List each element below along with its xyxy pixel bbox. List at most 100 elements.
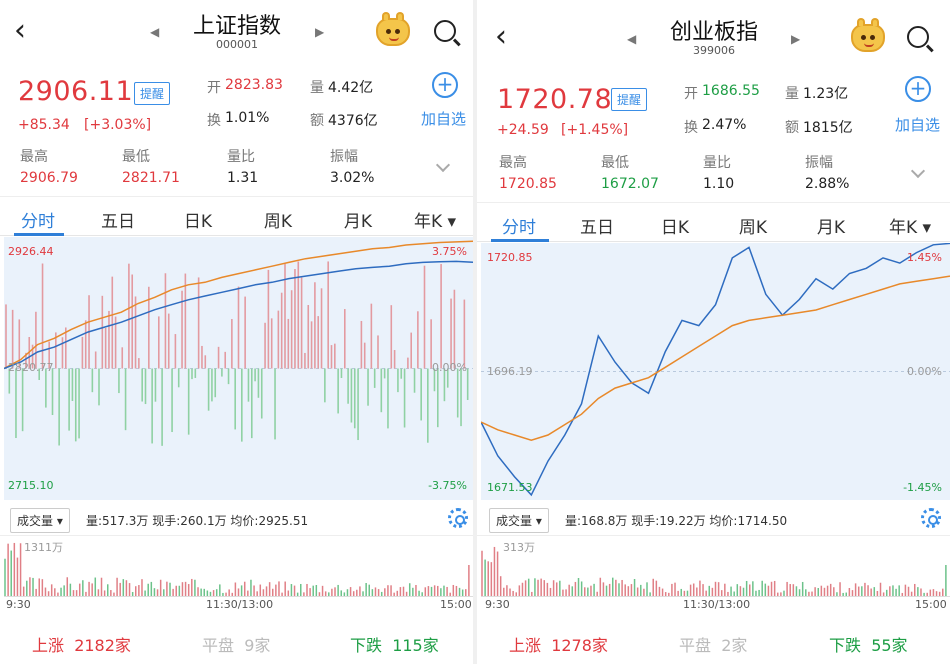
volume-label: 量: [785, 86, 799, 102]
current-price: 1720.78: [497, 84, 613, 115]
chart-mid-price: 1696.19: [487, 365, 533, 378]
volume-info: 量:168.8万 现手:19.22万 均价:1714.50: [565, 514, 788, 528]
next-stock-icon[interactable]: ▶: [791, 32, 801, 46]
chevron-down-icon[interactable]: [435, 157, 451, 173]
current-price: 2906.11: [18, 76, 134, 107]
time-end: 15:00: [440, 598, 472, 611]
stock-code: 399006: [693, 44, 735, 57]
open-label: 开: [207, 80, 221, 96]
tab-minute[interactable]: 分时: [502, 218, 536, 238]
turnover-label: 换: [684, 120, 698, 136]
chart-top-price: 2926.44: [8, 245, 54, 258]
change-value: +24.59: [497, 122, 549, 138]
tab-minute[interactable]: 分时: [21, 212, 55, 232]
time-end: 15:00: [915, 598, 947, 611]
time-start: 9:30: [485, 598, 510, 611]
mascot-icon[interactable]: [376, 12, 410, 46]
volume-max-label: 313万: [503, 541, 535, 554]
indicator-select[interactable]: 成交量 ▾: [10, 508, 70, 533]
ratio-label: 量比: [703, 155, 731, 171]
volume-toolbar: 成交量 ▾ 量:168.8万 现手:19.22万 均价:1714.50: [477, 502, 950, 536]
ratio-label: 量比: [227, 149, 255, 165]
ratio-value: 1.31: [227, 170, 259, 186]
chevron-down-icon[interactable]: [910, 163, 926, 179]
add-favorite-icon[interactable]: +: [905, 76, 931, 102]
tab-year-k[interactable]: 年K ▾: [888, 218, 932, 238]
indicator-select[interactable]: 成交量 ▾: [489, 508, 549, 533]
turnover-value: 1.01%: [225, 110, 270, 126]
intraday-chart[interactable]: 2926.44 2820.77 2715.10 3.75% 0.00% -3.7…: [3, 237, 473, 500]
search-icon[interactable]: [434, 20, 456, 42]
time-mid: 11:30/13:00: [683, 598, 751, 611]
volume-chart: 1311万: [4, 537, 473, 597]
panel-divider: [473, 0, 477, 664]
time-mid: 11:30/13:00: [206, 598, 274, 611]
intraday-chart-svg: [3, 240, 473, 446]
back-icon[interactable]: ‹: [495, 19, 507, 54]
stock-panel-right: ‹ ◀ 创业板指 399006 ▶ 1720.78 提醒 +24.59 [+1.…: [477, 0, 950, 664]
turnover-value: 2.47%: [702, 117, 747, 133]
volume-info: 量:517.3万 现手:260.1万 均价:2925.51: [86, 514, 309, 528]
tab-month-k[interactable]: 月K: [343, 212, 373, 232]
tab-five-day[interactable]: 五日: [580, 218, 614, 238]
chart-top-pct: 3.75%: [432, 245, 467, 258]
tab-year-k[interactable]: 年K ▾: [413, 212, 457, 232]
series-line-b: [3, 260, 473, 370]
intraday-chart[interactable]: 1720.85 1696.19 1671.53 1.45% 0.00% -1.4…: [480, 242, 950, 500]
amplitude-label: 振幅: [330, 149, 358, 165]
tab-active-indicator: [14, 233, 64, 236]
next-stock-icon[interactable]: ▶: [315, 25, 325, 39]
low-value: 1672.07: [601, 176, 659, 192]
add-favorite-button[interactable]: 加自选: [421, 110, 467, 128]
tab-week-k[interactable]: 周K: [738, 218, 768, 238]
high-value: 1720.85: [499, 176, 557, 192]
prev-stock-icon[interactable]: ◀: [627, 32, 637, 46]
add-favorite-button[interactable]: 加自选: [895, 116, 941, 134]
turnover-label: 换: [207, 113, 221, 129]
tab-five-day[interactable]: 五日: [101, 212, 135, 232]
flat-count: 平盘 2家: [679, 636, 748, 655]
stock-panel-left: ‹ ◀ 上证指数 000001 ▶ 2906.11 提醒 +85.34 [+3.…: [0, 0, 473, 664]
down-count: 下跌 55家: [829, 636, 908, 655]
chart-bottom-price: 2715.10: [8, 479, 54, 492]
down-count: 下跌 115家: [350, 636, 439, 655]
low-label: 最低: [122, 149, 150, 165]
average-line: [480, 275, 950, 441]
low-label: 最低: [601, 155, 629, 171]
remind-button[interactable]: 提醒: [134, 82, 171, 105]
page-title: 上证指数: [192, 14, 281, 39]
amount-label: 额: [310, 113, 324, 129]
volume-chart-svg: [481, 546, 950, 597]
chart-tabs: 分时 五日 日K 周K 月K 年K ▾: [477, 202, 950, 242]
chart-bottom-price: 1671.53: [487, 481, 533, 494]
high-value: 2906.79: [20, 170, 78, 186]
time-start: 9:30: [6, 598, 31, 611]
page-title: 创业板指: [669, 20, 758, 45]
volume-chart: 313万: [481, 537, 950, 597]
chart-top-price: 1720.85: [487, 251, 533, 264]
amount-value: 4376亿: [328, 113, 378, 129]
back-icon[interactable]: ‹: [14, 13, 26, 48]
prev-stock-icon[interactable]: ◀: [150, 25, 160, 39]
gear-icon[interactable]: [921, 508, 941, 528]
up-count: 上涨 1278家: [509, 636, 608, 655]
change-percent: [+1.45%]: [561, 122, 629, 138]
open-value: 1686.55: [702, 83, 760, 99]
amount-value: 1815亿: [803, 120, 853, 136]
search-icon[interactable]: [907, 26, 929, 48]
add-favorite-icon[interactable]: +: [432, 72, 458, 98]
chart-tabs: 分时 五日 日K 周K 月K 年K ▾: [0, 196, 473, 236]
tab-day-k[interactable]: 日K: [183, 212, 213, 232]
stock-code: 000001: [216, 38, 258, 51]
tab-day-k[interactable]: 日K: [660, 218, 690, 238]
change-percent: [+3.03%]: [84, 117, 152, 133]
up-count: 上涨 2182家: [32, 636, 131, 655]
ratio-value: 1.10: [703, 176, 735, 192]
volume-toolbar: 成交量 ▾ 量:517.3万 现手:260.1万 均价:2925.51: [0, 502, 473, 536]
volume-value: 4.42亿: [328, 80, 374, 96]
remind-button[interactable]: 提醒: [611, 88, 648, 111]
gear-icon[interactable]: [448, 508, 468, 528]
tab-month-k[interactable]: 月K: [816, 218, 846, 238]
mascot-icon[interactable]: [851, 18, 885, 52]
tab-week-k[interactable]: 周K: [263, 212, 293, 232]
